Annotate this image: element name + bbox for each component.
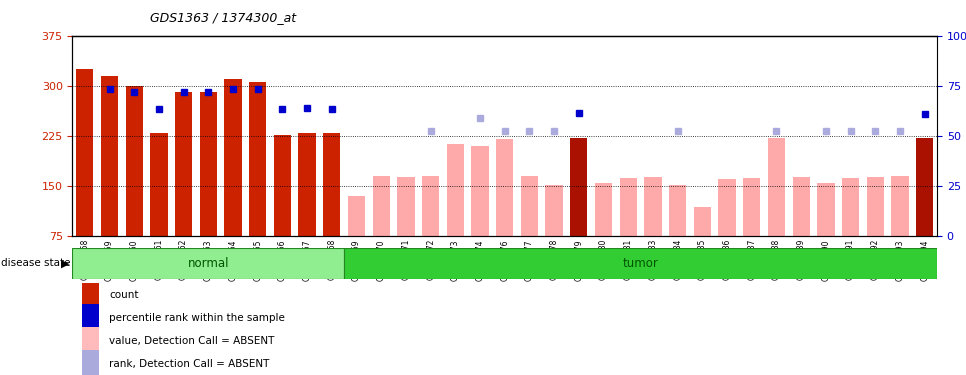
Bar — [397, 177, 414, 236]
Bar — [76, 69, 94, 236]
Bar — [570, 138, 587, 236]
Bar — [792, 177, 810, 236]
Bar — [100, 76, 118, 236]
Bar — [72, 248, 344, 279]
Bar — [175, 92, 192, 236]
Bar — [82, 350, 99, 375]
Bar — [694, 207, 711, 236]
Bar — [348, 196, 365, 236]
Bar — [768, 138, 785, 236]
Bar — [521, 176, 538, 236]
Bar — [644, 177, 662, 236]
Text: normal: normal — [187, 257, 229, 270]
Bar — [373, 176, 390, 236]
Bar — [867, 177, 884, 236]
Bar — [719, 179, 736, 236]
Bar — [249, 82, 267, 236]
Bar — [743, 178, 760, 236]
Bar — [446, 144, 464, 236]
Text: count: count — [109, 290, 139, 300]
Text: value, Detection Call = ABSENT: value, Detection Call = ABSENT — [109, 336, 274, 345]
Bar — [842, 178, 859, 236]
Bar — [546, 185, 563, 236]
Bar — [224, 79, 242, 236]
Bar — [669, 185, 686, 236]
Bar — [200, 92, 217, 236]
Bar — [273, 135, 291, 236]
Bar — [151, 133, 167, 236]
Bar — [82, 281, 99, 308]
Text: ▶: ▶ — [62, 258, 70, 268]
Bar — [471, 146, 489, 236]
Bar — [619, 178, 637, 236]
Bar — [126, 86, 143, 236]
Bar — [916, 138, 933, 236]
Text: percentile rank within the sample: percentile rank within the sample — [109, 313, 285, 322]
Text: tumor: tumor — [623, 257, 659, 270]
Bar — [595, 183, 612, 236]
Text: disease state: disease state — [1, 258, 71, 268]
Text: rank, Detection Call = ABSENT: rank, Detection Call = ABSENT — [109, 358, 270, 369]
Bar — [324, 133, 340, 236]
Bar — [82, 327, 99, 354]
Text: GDS1363 / 1374300_at: GDS1363 / 1374300_at — [150, 11, 296, 24]
Bar — [298, 133, 316, 236]
Bar — [892, 176, 909, 236]
Bar — [344, 248, 937, 279]
Bar — [82, 304, 99, 332]
Bar — [497, 139, 513, 236]
Bar — [422, 176, 440, 236]
Bar — [817, 183, 835, 236]
